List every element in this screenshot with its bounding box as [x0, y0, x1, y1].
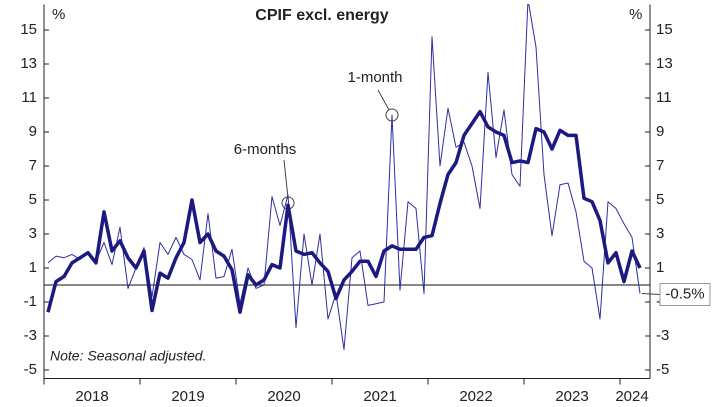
y2-tick-label: 7	[656, 157, 664, 174]
note: Note: Seasonal adjusted.	[50, 348, 206, 364]
y-tick-label: 7	[29, 157, 37, 174]
annotation: 1-month	[347, 69, 402, 86]
y2-tick-label: 3	[656, 225, 664, 242]
label-box	[659, 283, 711, 306]
y-tick-label: -3	[24, 327, 37, 344]
y-tick-label: 3	[29, 225, 37, 242]
y2-tick-label: 9	[656, 123, 664, 140]
x-tick-label: 2024	[615, 388, 648, 405]
y-tick-label: 13	[20, 55, 37, 72]
chart-title: CPIF excl. energy	[255, 7, 388, 24]
y-tick-label: -1	[24, 293, 37, 310]
y-tick-label: 5	[29, 191, 37, 208]
y-tick-label: 9	[29, 123, 37, 140]
line-series	[46, 109, 642, 314]
y-tick-label: 15	[20, 21, 37, 38]
y2-tick-label: -5	[656, 361, 669, 378]
x-tick-label: 2023	[555, 388, 588, 405]
x-tick-label: 2022	[459, 388, 492, 405]
y2-tick-label: -3	[656, 327, 669, 344]
label-leader	[641, 293, 661, 295]
y2-tick-label: 1	[656, 259, 664, 276]
y2-tick-label: 5	[656, 191, 664, 208]
y2-tick-label: 11	[656, 89, 672, 106]
y-unit: %	[52, 6, 65, 23]
y2-unit: %	[629, 6, 642, 23]
leader	[377, 89, 390, 111]
x-tick-label: 2019	[171, 388, 204, 405]
x-tick-label: 2021	[363, 388, 396, 405]
y-tick-label: 1	[29, 259, 37, 276]
annotation: 6-months	[234, 141, 297, 158]
y-tick-label: -5	[24, 361, 37, 378]
leader	[283, 159, 289, 199]
y2-tick-label: 13	[656, 55, 673, 72]
series-group	[46, 4, 642, 351]
x-tick-label: 2018	[75, 388, 108, 405]
y2-tick-label: 15	[656, 21, 673, 38]
y-tick-label: 11	[21, 89, 37, 106]
x-tick-label: 2020	[267, 388, 300, 405]
value-label: -0.5%	[665, 285, 704, 302]
line-series	[47, 4, 641, 351]
